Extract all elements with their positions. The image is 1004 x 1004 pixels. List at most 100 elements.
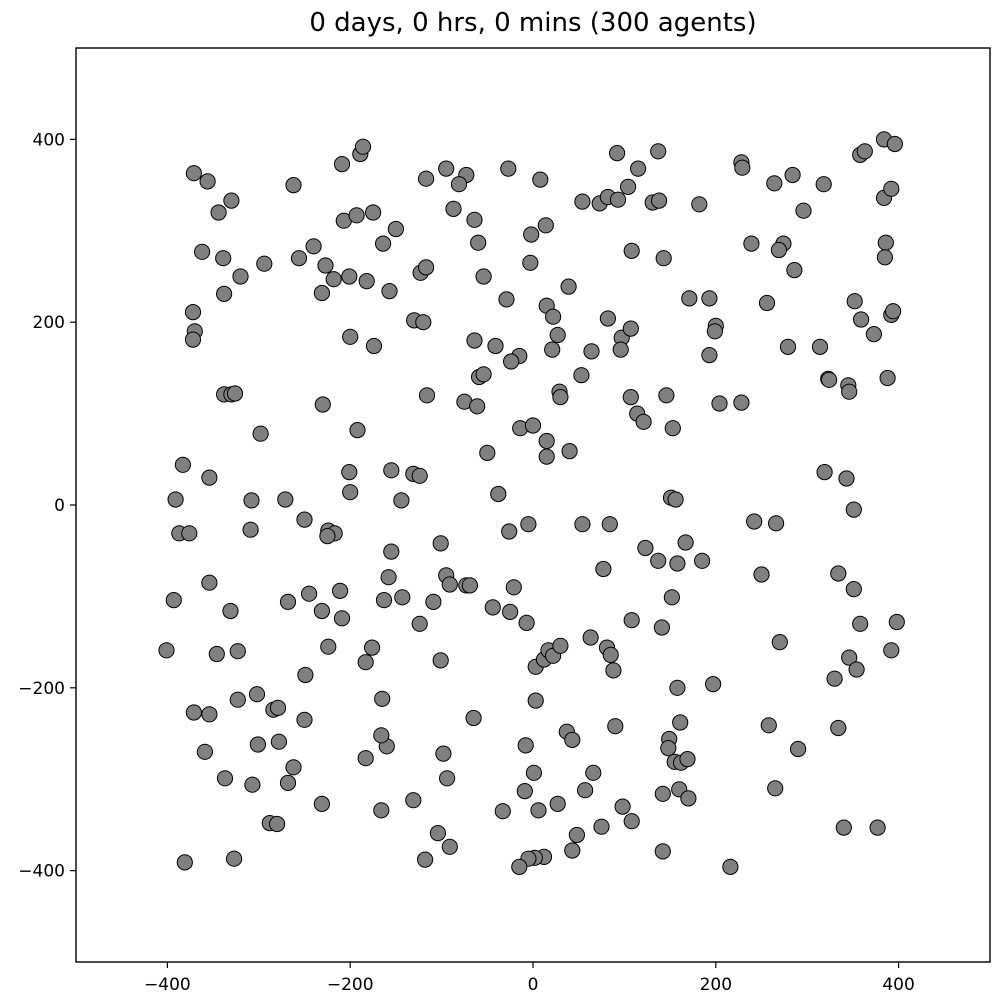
agent-point (767, 780, 784, 797)
y-tick-label: −200 (18, 679, 65, 699)
agent-point (830, 719, 847, 737)
agent-point (387, 220, 404, 238)
agent-point (522, 254, 539, 271)
agent-point (502, 603, 519, 621)
agent-point (411, 615, 428, 632)
agent-point (333, 610, 351, 627)
agent-point (876, 249, 894, 266)
plot-frame (75, 47, 991, 963)
agent-point (677, 534, 694, 551)
agent-point (165, 592, 182, 609)
agent-point (222, 602, 239, 620)
agent-point (537, 217, 554, 234)
agent-point (888, 613, 905, 631)
agent-point (185, 704, 202, 721)
agent-point (650, 552, 667, 569)
agent-point (816, 464, 833, 481)
agent-point (848, 661, 865, 678)
agent-point (176, 854, 193, 871)
agent-point (883, 642, 900, 659)
agent-point (746, 513, 763, 530)
agent-point (432, 652, 449, 669)
agent-point (622, 389, 639, 406)
agent-point (532, 171, 549, 188)
agent-point (630, 160, 647, 177)
x-tick-label: −400 (144, 975, 191, 995)
agent-point (620, 178, 637, 195)
agent-point (538, 432, 555, 450)
agent-point (856, 143, 873, 160)
agent-point (341, 268, 358, 285)
agent-point (450, 176, 468, 193)
agent-point (706, 323, 724, 340)
agent-point (705, 676, 722, 693)
agent-point (779, 338, 797, 355)
agent-point (846, 293, 863, 310)
agent-point (461, 577, 478, 594)
agent-point (623, 612, 640, 629)
agent-point (181, 525, 198, 542)
agent-point (635, 413, 652, 430)
agent-point (216, 285, 233, 302)
agent-point (886, 135, 904, 153)
agent-point (651, 192, 668, 209)
agent-point (771, 634, 788, 651)
agent-point (841, 649, 858, 666)
agent-point (552, 389, 569, 406)
agent-point (358, 273, 375, 290)
agent-point (784, 166, 801, 184)
agent-point (229, 691, 246, 708)
agent-point (544, 341, 561, 358)
agent-point (669, 679, 686, 696)
agent-point (503, 353, 520, 370)
agent-point (226, 385, 244, 402)
agent-point (196, 743, 213, 760)
agent-point (184, 304, 202, 321)
agent-point (357, 750, 374, 767)
agent-point (296, 711, 313, 728)
agent-point (577, 782, 594, 799)
agent-point (593, 818, 610, 835)
agent-point (845, 501, 862, 518)
agent-point (226, 850, 243, 867)
agent-point (672, 714, 689, 731)
agent-point (248, 686, 266, 703)
agent-point (552, 637, 569, 654)
agent-point (185, 165, 202, 182)
agent-point (475, 366, 492, 383)
agent-point (285, 759, 302, 776)
agent-point (342, 328, 359, 345)
agent-point (560, 278, 577, 295)
agent-point (663, 589, 681, 606)
agent-point (357, 654, 374, 671)
agent-point (279, 593, 297, 611)
agent-point (660, 740, 677, 757)
agent-point (364, 639, 381, 656)
agent-point (249, 736, 266, 753)
agent-point (470, 234, 487, 251)
agent-point (658, 387, 675, 404)
agent-point (653, 619, 671, 636)
agent-point (469, 398, 486, 415)
agent-point (365, 204, 382, 221)
agent-point (320, 638, 337, 655)
agent-point (418, 259, 435, 276)
agent-point (256, 255, 273, 272)
agent-point (520, 516, 537, 533)
agent-point (158, 642, 175, 659)
agent-point (332, 582, 349, 600)
x-axis-ticks: −400 −200 0 200 400 (144, 962, 915, 995)
agent-point (445, 200, 462, 217)
agent-point (885, 303, 902, 320)
agent-point (811, 338, 829, 355)
agent-point (605, 662, 622, 679)
agent-point (375, 592, 393, 609)
agent-point (758, 294, 776, 312)
agent-point (523, 226, 540, 243)
agent-point (637, 539, 654, 557)
agent-point (518, 614, 535, 632)
x-tick-label: −200 (327, 975, 374, 995)
agent-point (869, 819, 886, 836)
agent-point (270, 733, 287, 750)
agent-point (524, 417, 542, 434)
